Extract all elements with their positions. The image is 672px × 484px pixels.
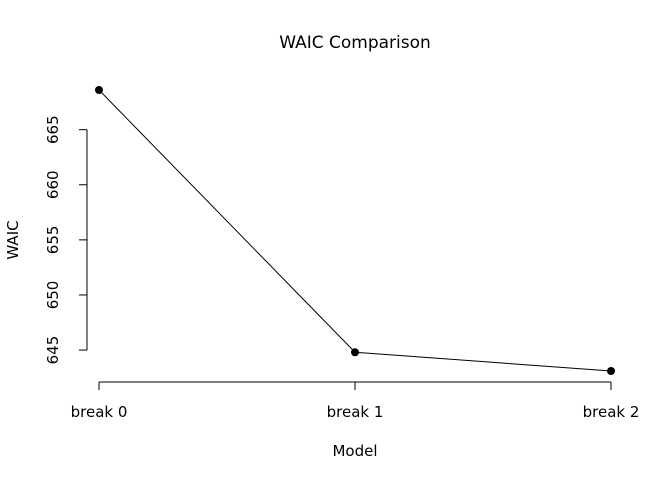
x-axis-label: Model <box>332 442 377 460</box>
y-tick-label: 645 <box>44 336 62 365</box>
y-tick-label: 660 <box>44 170 62 199</box>
x-tick-label: break 0 <box>71 403 128 421</box>
data-point <box>607 367 615 375</box>
x-tick-label: break 2 <box>583 403 640 421</box>
data-point <box>95 86 103 94</box>
y-axis: 645 650 655 660 665 <box>44 115 88 365</box>
chart-title: WAIC Comparison <box>279 33 431 53</box>
y-tick-label: 665 <box>44 115 62 144</box>
y-axis-label: WAIC <box>4 220 22 259</box>
waic-line <box>98 89 612 372</box>
x-axis: break 0 break 1 break 2 <box>71 381 640 421</box>
x-tick-label: break 1 <box>327 403 384 421</box>
y-tick-label: 650 <box>44 281 62 310</box>
data-point <box>351 348 359 357</box>
y-tick-label: 655 <box>44 226 62 255</box>
waic-series <box>95 86 615 375</box>
